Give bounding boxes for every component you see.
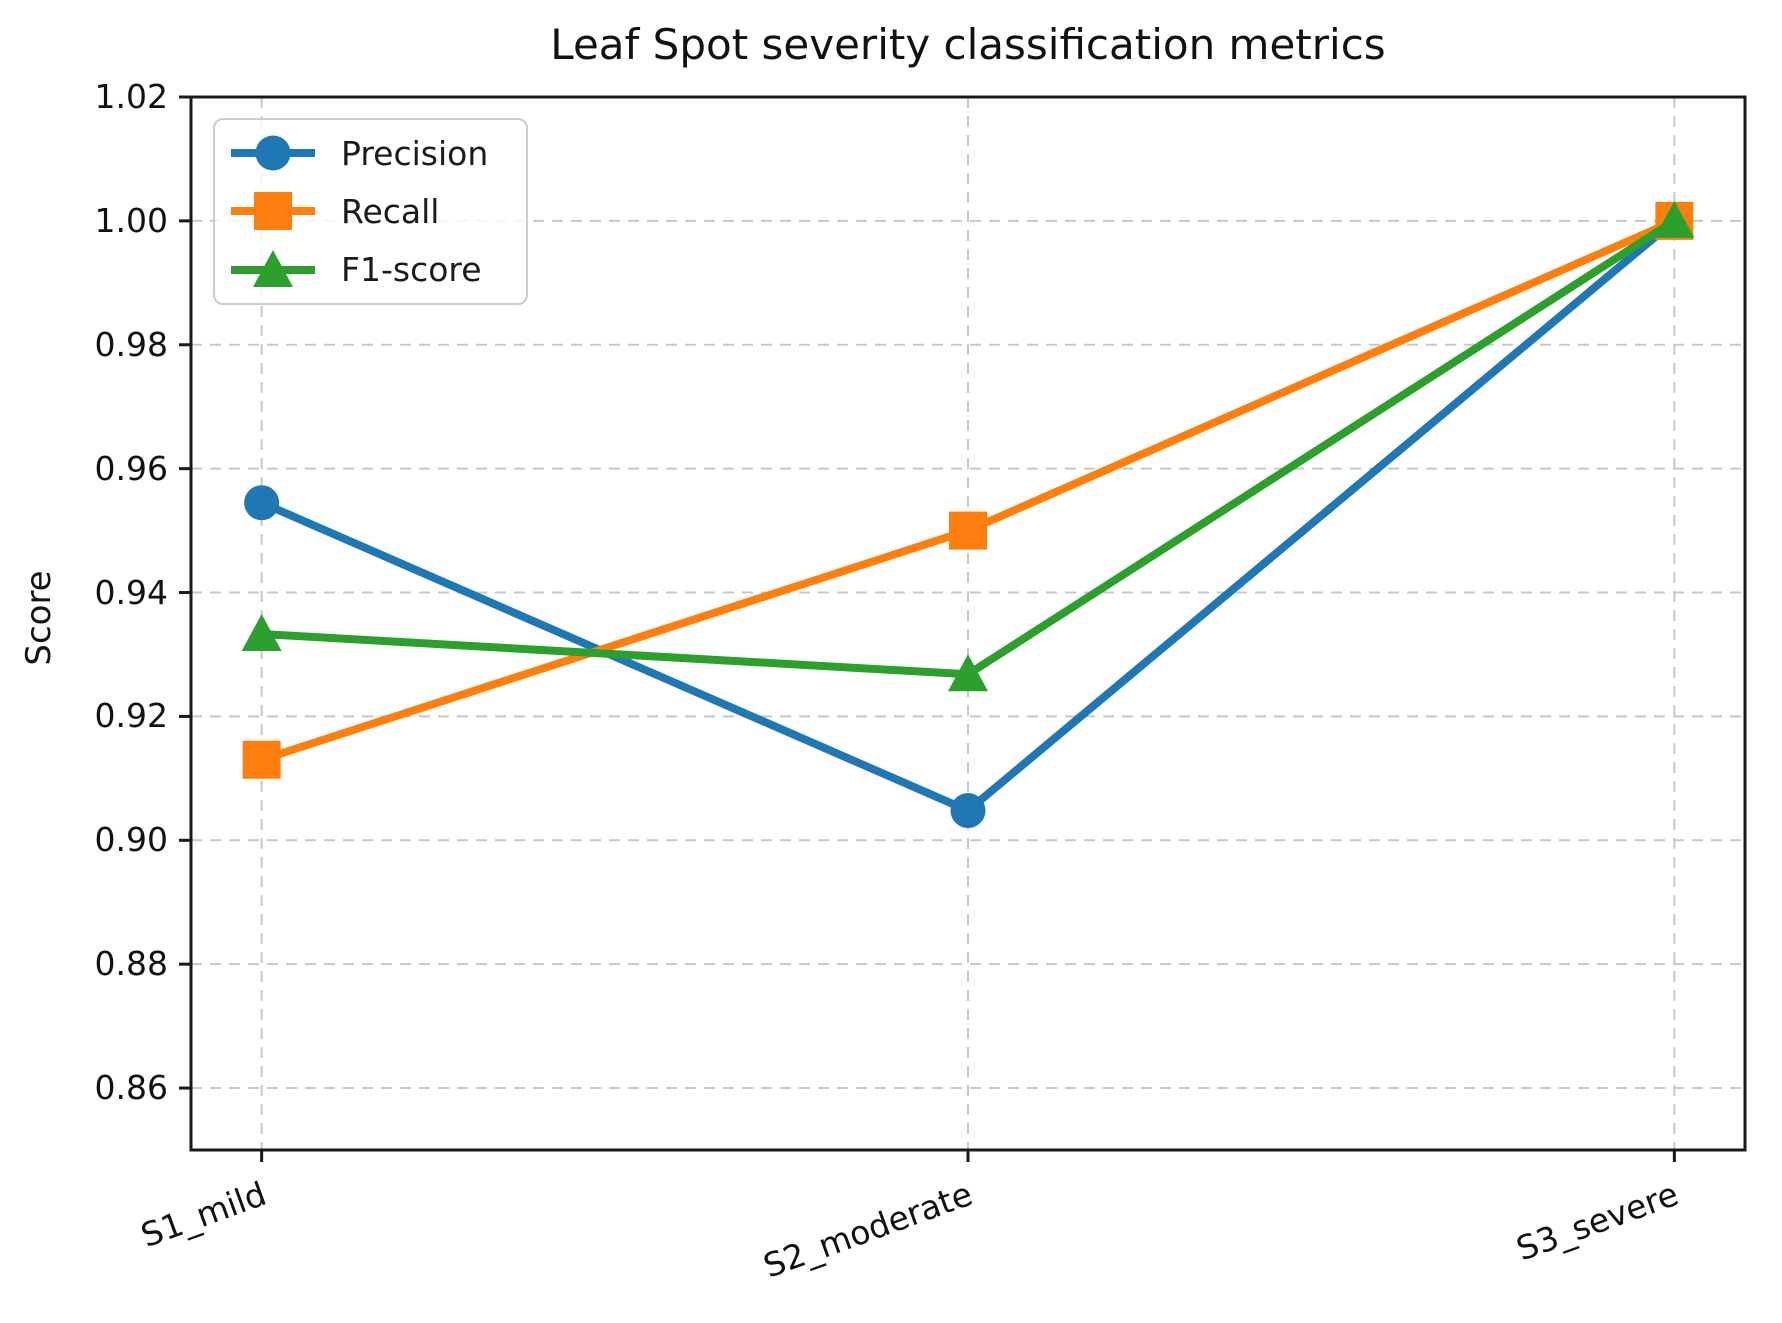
y-tick-label: 0.96: [94, 448, 168, 488]
legend-label: F1-score: [341, 250, 482, 290]
y-tick-label: 1.02: [94, 77, 168, 116]
y-tick-label: 0.86: [94, 1068, 168, 1108]
recall-marker-s1_mild: [242, 740, 281, 779]
legend: Precision Recall F1-score: [213, 118, 528, 305]
legend-square-icon: [254, 192, 292, 231]
precision-marker-s1_mild: [244, 485, 280, 521]
legend-item-precision: Precision: [227, 131, 516, 175]
f1-score-marker-s1_mild: [241, 614, 282, 652]
y-tick-label: 0.90: [94, 820, 168, 860]
legend-triangle-icon: [253, 249, 293, 287]
recall-marker-s2_moderate: [949, 511, 987, 550]
legend-sample-recall: [231, 192, 315, 231]
y-tick-label: 0.92: [94, 696, 168, 736]
precision-marker-s2_moderate: [950, 793, 986, 829]
chart-title: Leaf Spot severity classification metric…: [550, 20, 1386, 69]
legend-sample-precision: [231, 135, 315, 171]
y-tick-label: 0.94: [94, 572, 168, 612]
legend-label: Recall: [341, 191, 440, 231]
f1-score-marker-s3_severe: [1654, 200, 1695, 238]
legend-label: Precision: [341, 133, 489, 173]
legend-sample-f1-score: [231, 249, 315, 287]
f1-score-marker-s2_moderate: [948, 654, 988, 692]
legend-item-f1-score: F1-score: [227, 248, 516, 292]
y-tick-label: 0.88: [94, 944, 168, 984]
legend-item-recall: Recall: [227, 189, 516, 233]
y-tick-label: 0.98: [94, 324, 168, 364]
y-tick-label: 1.00: [94, 200, 168, 240]
legend-circle-icon: [255, 135, 291, 171]
